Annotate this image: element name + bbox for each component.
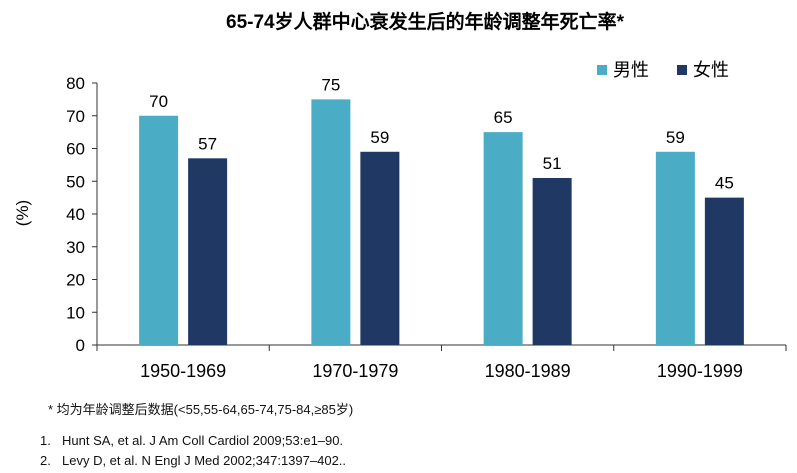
y-tick-label: 70 [66,107,85,126]
footnote: * 均为年龄调整后数据(<55,55-64,65-74,75-84,≥85岁) [48,402,354,417]
bar-female [360,151,400,345]
y-axis-label: (%) [13,200,32,226]
chart-title: 65-74岁人群中心衰发生后的年龄调整年死亡率* [226,10,625,33]
bar-male [311,99,351,345]
legend-swatch [597,65,607,75]
chart: 65-74岁人群中心衰发生后的年龄调整年死亡率* (%) 0 10 20 30 40 50… [13,10,787,381]
legend: 男性 女性 [597,60,729,80]
reference-item: 2. Levy D, et al. N Engl J Med 2002;347:… [40,451,346,471]
y-tick-label: 10 [66,303,85,322]
data-label: 45 [715,174,734,193]
y-tick-label: 40 [66,205,85,224]
reference-list: 1. Hunt SA, et al. J Am Coll Cardiol 200… [40,431,346,471]
data-label: 59 [370,128,389,147]
reference-text: Levy D, et al. N Engl J Med 2002;347:139… [62,453,347,468]
y-tick-label: 0 [76,336,85,355]
x-tick-label: 1990-1999 [657,361,743,381]
reference-item: 1. Hunt SA, et al. J Am Coll Cardiol 200… [40,431,346,451]
y-tick-label: 80 [66,74,85,93]
reference-number: 1. [40,433,51,448]
data-label: 57 [198,134,217,153]
bar-female [704,197,744,345]
x-tick-label: 1950-1969 [140,361,226,381]
plot-area: 0 10 20 30 40 50 60 70 80 70 57 1950-1969 75 59 1970-1… [66,74,787,381]
y-tick-label: 20 [66,271,85,290]
reference-text: Hunt SA, et al. J Am Coll Cardiol 2009;5… [62,433,344,448]
data-label: 59 [666,128,685,147]
x-tick-label: 1980-1989 [485,361,571,381]
data-label: 70 [149,92,168,111]
legend-label: 女性 [693,60,729,80]
bar-female [532,177,572,345]
data-label: 51 [543,154,562,173]
bar-female [188,158,228,345]
bar-male [139,115,179,345]
data-label: 65 [494,108,513,127]
x-tick-label: 1970-1979 [312,361,398,381]
legend-label: 男性 [613,60,649,80]
y-tick-label: 50 [66,172,85,191]
data-label: 75 [321,75,340,94]
reference-number: 2. [40,453,51,468]
y-tick-label: 30 [66,238,85,257]
y-tick-label: 60 [66,140,85,159]
bar-male [483,132,523,345]
bar-male [655,151,695,345]
legend-swatch [677,65,687,75]
